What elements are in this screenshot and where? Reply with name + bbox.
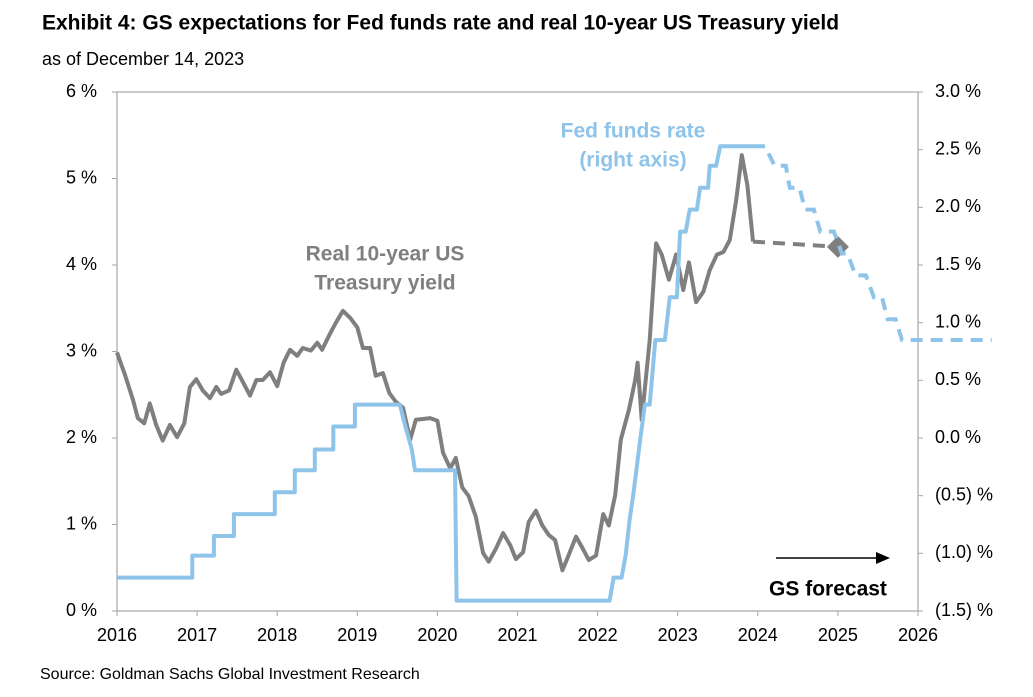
- y2-tick-label: 0.0 %: [935, 427, 981, 447]
- forecast-arrowhead: [876, 552, 890, 564]
- plot-frame: [116, 91, 919, 612]
- series-label: Real 10-year US: [306, 243, 465, 266]
- x-tick-label: 2026: [898, 625, 938, 645]
- x-tick-label: 2023: [658, 625, 698, 645]
- y-tick-label: 0 %: [66, 600, 97, 620]
- x-tick-label: 2025: [818, 625, 858, 645]
- y-tick-label: 5 %: [66, 167, 97, 187]
- x-tick-label: 2017: [177, 625, 217, 645]
- y-tick-label: 2 %: [66, 427, 97, 447]
- x-tick-label: 2021: [497, 625, 537, 645]
- series-line: [117, 144, 753, 603]
- chart-title: Exhibit 4: GS expectations for Fed funds…: [42, 12, 839, 35]
- x-tick-label: 2019: [337, 625, 377, 645]
- x-tick-label: 2024: [738, 625, 778, 645]
- forecast-line: [752, 239, 839, 249]
- series-line: [115, 153, 755, 573]
- y2-tick-label: 0.5 %: [935, 369, 981, 389]
- y2-tick-label: 1.5 %: [935, 254, 981, 274]
- y2-tick-label: 2.0 %: [935, 196, 981, 216]
- x-tick-label: 2020: [417, 625, 457, 645]
- x-tick-label: 2018: [257, 625, 297, 645]
- source-note: Source: Goldman Sachs Global Investment …: [40, 666, 420, 683]
- x-tick-label: 2022: [578, 625, 618, 645]
- y2-tick-label: (1.0) %: [935, 542, 993, 562]
- series-label: Fed funds rate: [561, 120, 706, 143]
- x-tick-label: 2016: [97, 625, 137, 645]
- series-label: Treasury yield: [314, 272, 455, 295]
- y2-tick-label: 3.0 %: [935, 81, 981, 101]
- y2-tick-label: (0.5) %: [935, 484, 993, 504]
- y-tick-label: 4 %: [66, 254, 97, 274]
- forecast-label: GS forecast: [769, 578, 887, 601]
- y-tick-label: 6 %: [66, 81, 97, 101]
- chart-subtitle: as of December 14, 2023: [42, 49, 244, 69]
- y2-tick-label: 2.5 %: [935, 138, 981, 158]
- y2-tick-label: 1.0 %: [935, 311, 981, 331]
- y2-tick-label: (1.5) %: [935, 600, 993, 620]
- series-label: (right axis): [579, 149, 686, 172]
- y-tick-label: 3 %: [66, 340, 97, 360]
- forecast-line: [753, 144, 992, 342]
- y-tick-label: 1 %: [66, 513, 97, 533]
